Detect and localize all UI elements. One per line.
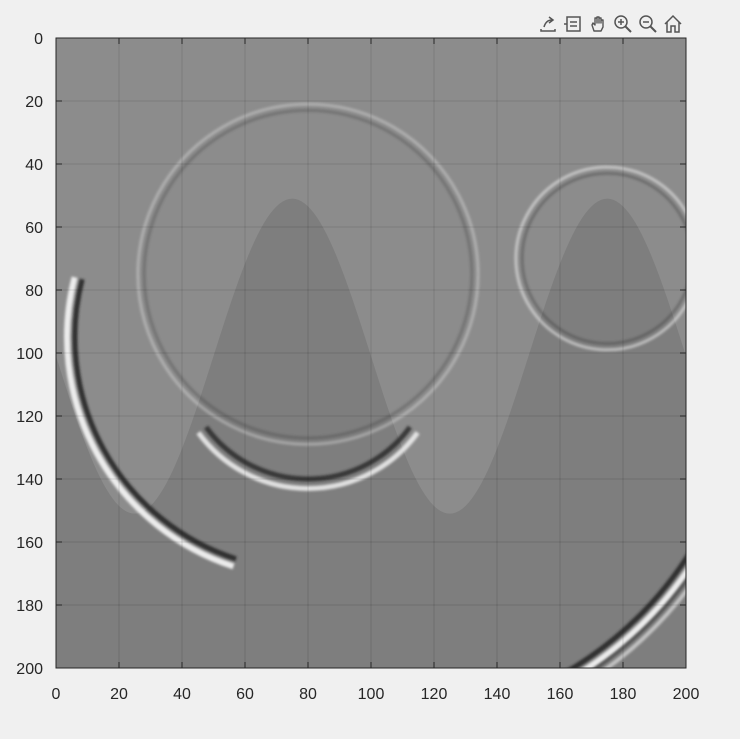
y-tick-label: 200: [16, 661, 43, 678]
y-tick-label: 80: [25, 283, 43, 300]
x-tick-label: 100: [358, 686, 385, 703]
y-tick-label: 40: [25, 157, 43, 174]
x-axis: 0 20 40 60 80 100 120 140 160 180 200: [52, 38, 700, 703]
y-tick-label: 180: [16, 598, 43, 615]
y-tick-label: 160: [16, 535, 43, 552]
data-tips-icon: [564, 16, 581, 32]
wavefront-reflection-light: [196, 431, 420, 491]
x-tick-label: 140: [484, 686, 511, 703]
zoom-out-icon: [639, 15, 657, 33]
zoom-in-icon: [614, 15, 632, 33]
axes-toolbar: [536, 12, 685, 36]
x-tick-label: 200: [673, 686, 700, 703]
x-tick-label: 60: [236, 686, 254, 703]
heatmap-plot[interactable]: [55, 37, 740, 714]
home-icon: [664, 14, 682, 33]
wavefront-reflection-dark: [204, 425, 412, 482]
wavefront-small-circle-dark: [520, 172, 686, 345]
zoom-in-button[interactable]: [611, 12, 635, 36]
export-icon: [540, 16, 556, 32]
x-tick-label: 40: [173, 686, 191, 703]
x-tick-label: 120: [421, 686, 448, 703]
wavefront-left-arc-light: [64, 276, 235, 570]
x-tick-label: 80: [299, 686, 317, 703]
home-button[interactable]: [661, 12, 685, 36]
y-tick-label: 100: [16, 346, 43, 363]
x-tick-label: 160: [547, 686, 574, 703]
y-tick-label: 120: [16, 409, 43, 426]
y-tick-label: 20: [25, 94, 43, 111]
x-tick-label: 0: [52, 686, 61, 703]
x-tick-label: 20: [110, 686, 128, 703]
y-axis: 0 20 40 60 80 100 120 140 160 180 200: [16, 31, 686, 678]
y-tick-label: 60: [25, 220, 43, 237]
pan-icon: [591, 16, 604, 32]
grid: [56, 38, 686, 668]
wavefront-inner-circle-dark: [142, 108, 474, 440]
upper-medium: [56, 38, 686, 514]
y-tick-label: 0: [34, 31, 43, 48]
wavefront-inner-circle-light: [136, 102, 480, 446]
data-tips-button[interactable]: [561, 12, 585, 36]
zoom-out-button[interactable]: [636, 12, 660, 36]
export-button[interactable]: [536, 12, 560, 36]
pan-button[interactable]: [586, 12, 610, 36]
y-tick-label: 140: [16, 472, 43, 489]
wavefront-left-arc-dark: [72, 278, 237, 562]
x-tick-label: 180: [610, 686, 637, 703]
wavefront-small-circle-light: [514, 165, 686, 352]
